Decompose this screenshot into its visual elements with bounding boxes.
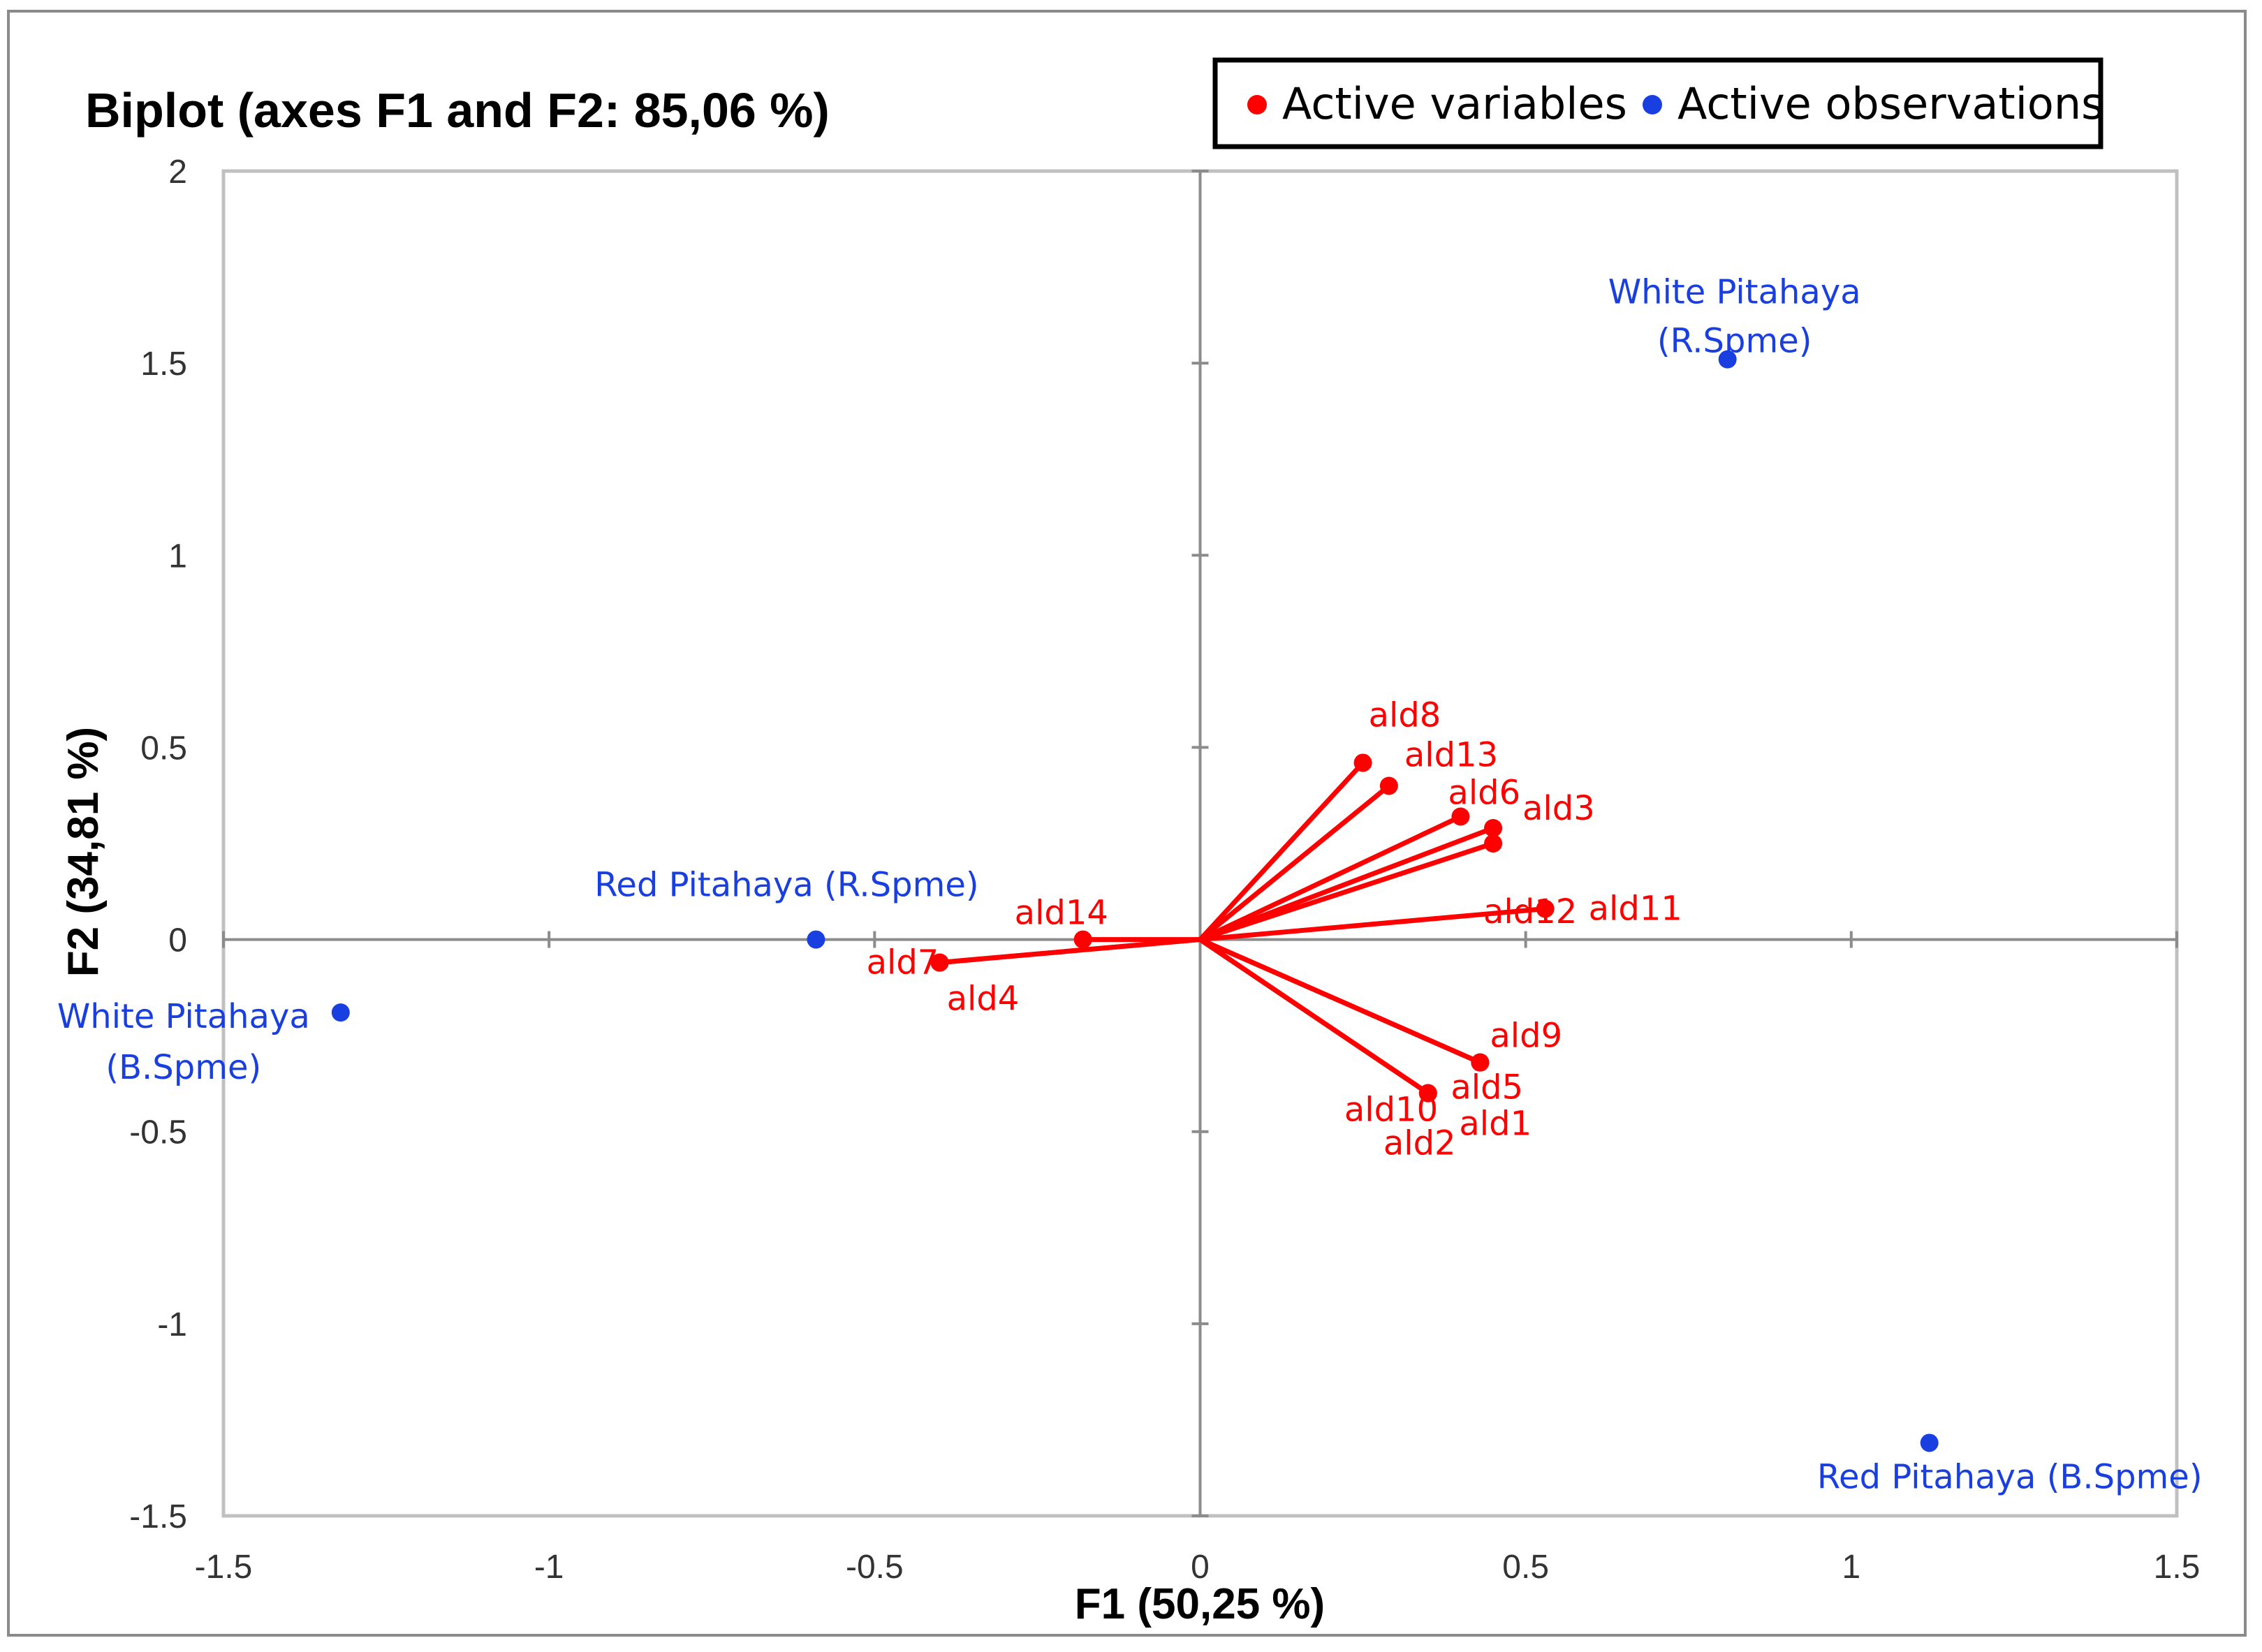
x-tick-labels: -1.5 -1 -0.5 0 0.5 1 1.5 [195, 1549, 2201, 1586]
vector-ald11 [1200, 906, 1545, 943]
vector-ald7 [939, 937, 1200, 966]
y-tick-label: -1.5 [129, 1498, 187, 1535]
point-ald7 [930, 953, 949, 972]
x-tick-label: 1.5 [2154, 1549, 2201, 1586]
vector-ald9 [1199, 937, 1481, 1065]
axes [222, 170, 2178, 1517]
y-tick-label: -0.5 [129, 1114, 187, 1151]
label-ald7: ald7 [867, 943, 939, 982]
label-ald8: ald8 [1369, 695, 1441, 735]
point-ald12 [1484, 834, 1503, 853]
label-ald10: ald10 [1344, 1091, 1438, 1130]
observation-label: Red Pitahaya (B.Spme) [1817, 1457, 2203, 1496]
label-ald4: ald4 [947, 980, 1020, 1019]
x-tick-label: -1.5 [195, 1549, 253, 1586]
observation-label: Red Pitahaya (R.Spme) [594, 866, 978, 905]
x-tick-label: -0.5 [846, 1549, 904, 1586]
point-ald10 [1418, 1084, 1437, 1102]
point-ald6 [1451, 807, 1470, 826]
legend-label-observations: Active observations [1677, 78, 2103, 129]
y-tick-label: 0 [168, 922, 187, 959]
x-axis-title: F1 (50,25 %) [1075, 1580, 1325, 1628]
observation-label: White Pitahaya [1608, 273, 1861, 312]
observation-point [1718, 350, 1737, 369]
legend-label-variables: Active variables [1282, 78, 1627, 129]
legend-marker-variables [1247, 95, 1267, 115]
legend-marker-observations [1643, 95, 1662, 115]
point-ald9 [1471, 1053, 1490, 1072]
label-ald6: ald6 [1448, 773, 1520, 812]
label-ald1: ald1 [1459, 1105, 1532, 1144]
vector-ald6 [1199, 814, 1462, 942]
legend: Active variables Active observations [1212, 57, 2103, 149]
x-tick-label: 0 [1191, 1549, 1210, 1586]
observation-point [807, 930, 825, 949]
observation-points [331, 350, 1939, 1452]
y-axis-title: F2 (34,81 %) [59, 727, 108, 977]
label-ald14: ald14 [1015, 894, 1108, 933]
label-ald12: ald12 [1483, 892, 1577, 931]
observation-point [331, 1003, 350, 1022]
label-ald3: ald3 [1522, 789, 1595, 828]
label-ald11: ald11 [1589, 890, 1682, 929]
variable-vectors [930, 753, 1555, 1102]
point-ald11 [1536, 899, 1555, 918]
point-ald14 [1073, 930, 1092, 949]
point-ald8 [1353, 753, 1372, 772]
vector-ald13 [1198, 783, 1391, 942]
x-tick-label: -1 [534, 1549, 564, 1586]
observation-label: White Pitahaya [57, 997, 310, 1036]
y-tick-label: 0.5 [140, 730, 187, 767]
x-tick-label: 0.5 [1502, 1549, 1549, 1586]
y-tick-label: 2 [168, 154, 187, 191]
observation-label: (R.Spme) [1657, 322, 1812, 361]
y-tick-label: 1.5 [140, 346, 187, 383]
label-ald13: ald13 [1404, 735, 1498, 774]
label-ald2: ald2 [1383, 1124, 1456, 1163]
vector-ald10 [1198, 937, 1430, 1096]
observation-point [1920, 1433, 1939, 1452]
label-ald9: ald9 [1490, 1017, 1562, 1056]
observation-label: (B.Spme) [105, 1048, 261, 1087]
chart-title: Biplot (axes F1 and F2: 85,06 %) [85, 83, 830, 138]
y-tick-labels: -1.5 -1 -0.5 0 0.5 1 1.5 2 [129, 154, 187, 1535]
y-tick-label: -1 [157, 1306, 187, 1343]
x-tick-label: 1 [1842, 1549, 1860, 1586]
chart-frame [7, 10, 2247, 1637]
point-ald3 [1484, 818, 1503, 837]
label-ald5: ald5 [1451, 1068, 1523, 1107]
vector-ald12 [1199, 841, 1494, 942]
point-ald13 [1379, 776, 1398, 795]
y-tick-label: 1 [168, 538, 187, 575]
vector-ald8 [1198, 761, 1365, 941]
